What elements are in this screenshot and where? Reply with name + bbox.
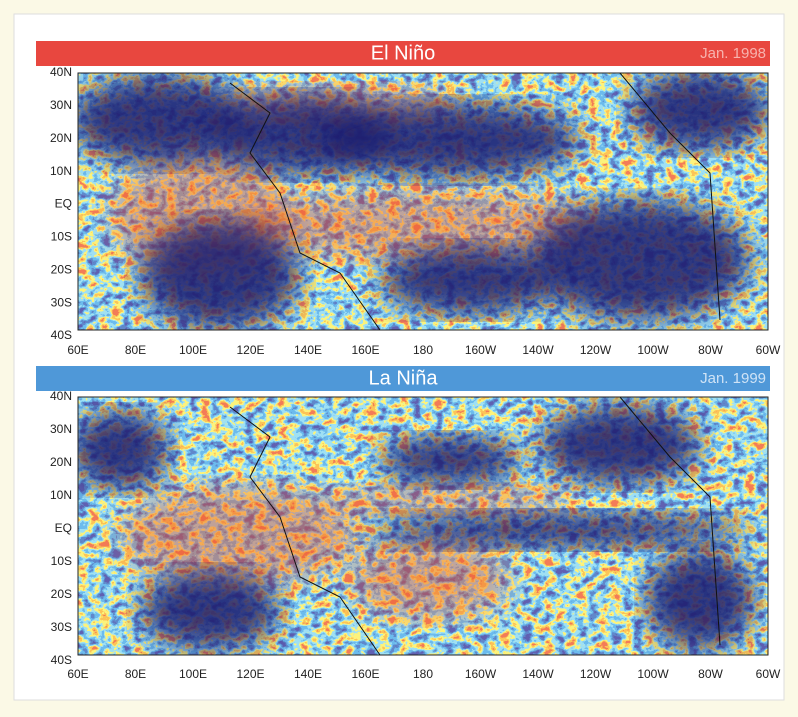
- lat-label: 30S: [51, 620, 72, 634]
- lat-label: 10S: [51, 554, 72, 568]
- panel-date: Jan. 1998: [700, 45, 766, 62]
- lat-label: 10N: [50, 488, 72, 502]
- lat-label: 30N: [50, 98, 72, 112]
- lon-label: 60W: [756, 667, 781, 681]
- lon-label: 100W: [637, 667, 669, 681]
- lon-label: 60E: [67, 343, 88, 357]
- lon-label: 80W: [698, 667, 723, 681]
- map: [70, 397, 768, 655]
- lon-label: 80E: [125, 667, 146, 681]
- lat-label: 40N: [50, 65, 72, 79]
- dry-region: [140, 570, 280, 650]
- lon-label: 140E: [294, 667, 322, 681]
- lat-label: 20S: [51, 262, 72, 276]
- lon-label: 60W: [756, 343, 781, 357]
- dry-region: [320, 102, 580, 178]
- lon-label: 120E: [236, 343, 264, 357]
- lon-label: 160W: [465, 343, 497, 357]
- lat-label: EQ: [55, 197, 72, 211]
- lat-label: 40N: [50, 389, 72, 403]
- lon-label: 100E: [179, 343, 207, 357]
- lat-label: 20S: [51, 587, 72, 601]
- lat-label: 10N: [50, 164, 72, 178]
- panel-title: La Niña: [369, 367, 439, 389]
- lon-label: 160W: [465, 667, 497, 681]
- dry-region: [70, 410, 170, 490]
- lon-label: 140E: [294, 343, 322, 357]
- lon-label: 160E: [351, 343, 379, 357]
- lon-label: 140W: [522, 343, 554, 357]
- lat-label: 40S: [51, 653, 72, 667]
- dry-region: [380, 245, 560, 315]
- panel-date: Jan. 1999: [700, 370, 766, 387]
- lat-label: 10S: [51, 230, 72, 244]
- lon-label: 160E: [351, 667, 379, 681]
- lon-label: 120E: [236, 667, 264, 681]
- lat-label: 20N: [50, 131, 72, 145]
- panel-title: El Niño: [371, 42, 435, 64]
- lat-label: 20N: [50, 455, 72, 469]
- map: [70, 70, 770, 330]
- lon-label: 120W: [580, 343, 612, 357]
- wet-region: [350, 540, 510, 620]
- lon-label: 180: [413, 343, 433, 357]
- lon-label: 80W: [698, 343, 723, 357]
- lat-label: 40S: [51, 328, 72, 342]
- lon-label: 80E: [125, 343, 146, 357]
- figure: El Niño Jan. 1998 40N 30N 20N 10N EQ 10S 20S 30S 4…: [0, 0, 798, 712]
- lat-label: 30S: [51, 295, 72, 309]
- lon-label: 180: [413, 667, 433, 681]
- lon-label: 100W: [637, 343, 669, 357]
- lat-label: EQ: [55, 521, 72, 535]
- dry-region: [645, 550, 755, 650]
- lon-label: 100E: [179, 667, 207, 681]
- dry-region: [540, 405, 700, 485]
- dry-region: [370, 512, 750, 548]
- wet-region: [320, 485, 580, 515]
- lon-label: 140W: [522, 667, 554, 681]
- dry-region: [380, 435, 520, 485]
- lon-label: 120W: [580, 667, 612, 681]
- dry-region: [140, 220, 300, 330]
- dry-region: [530, 200, 750, 320]
- lon-label: 60E: [67, 667, 88, 681]
- lat-label: 30N: [50, 422, 72, 436]
